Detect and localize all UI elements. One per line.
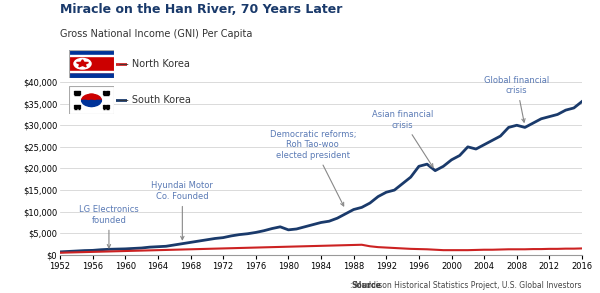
Bar xyxy=(74,91,80,92)
Bar xyxy=(69,71,114,72)
Polygon shape xyxy=(77,60,88,67)
Text: Source: Source xyxy=(351,281,381,290)
Bar xyxy=(74,93,80,94)
Circle shape xyxy=(74,58,91,69)
Bar xyxy=(74,107,77,108)
Text: Hyundai Motor
Co. Founded: Hyundai Motor Co. Founded xyxy=(151,181,213,240)
Bar xyxy=(77,107,80,108)
Text: — North Korea: — North Korea xyxy=(119,59,190,69)
Bar xyxy=(69,55,114,56)
Bar xyxy=(103,95,109,96)
Bar xyxy=(103,93,106,94)
Text: Miracle on the Han River, 70 Years Later: Miracle on the Han River, 70 Years Later xyxy=(60,3,343,16)
Bar xyxy=(106,105,109,106)
Bar xyxy=(103,105,106,106)
Text: Global financial
crisis: Global financial crisis xyxy=(484,76,550,122)
Circle shape xyxy=(86,100,97,106)
Bar xyxy=(74,105,80,106)
Bar xyxy=(106,93,109,94)
Text: LG Electronics
founded: LG Electronics founded xyxy=(79,205,139,248)
Text: Democratic reforms;
Roh Tao-woo
elected president: Democratic reforms; Roh Tao-woo elected … xyxy=(269,130,356,206)
Text: : Maddison Historical Statistics Project, U.S. Global Investors: : Maddison Historical Statistics Project… xyxy=(350,281,582,290)
Bar xyxy=(74,95,80,96)
Bar xyxy=(103,107,109,108)
Bar xyxy=(106,91,109,92)
Bar xyxy=(103,91,106,92)
Text: Asian financial
crisis: Asian financial crisis xyxy=(372,110,433,167)
Wedge shape xyxy=(82,100,101,106)
Text: — South Korea: — South Korea xyxy=(119,96,191,105)
Bar xyxy=(69,56,114,71)
Text: Gross National Income (GNI) Per Capita: Gross National Income (GNI) Per Capita xyxy=(60,29,253,39)
Wedge shape xyxy=(82,94,101,100)
Circle shape xyxy=(86,94,97,100)
